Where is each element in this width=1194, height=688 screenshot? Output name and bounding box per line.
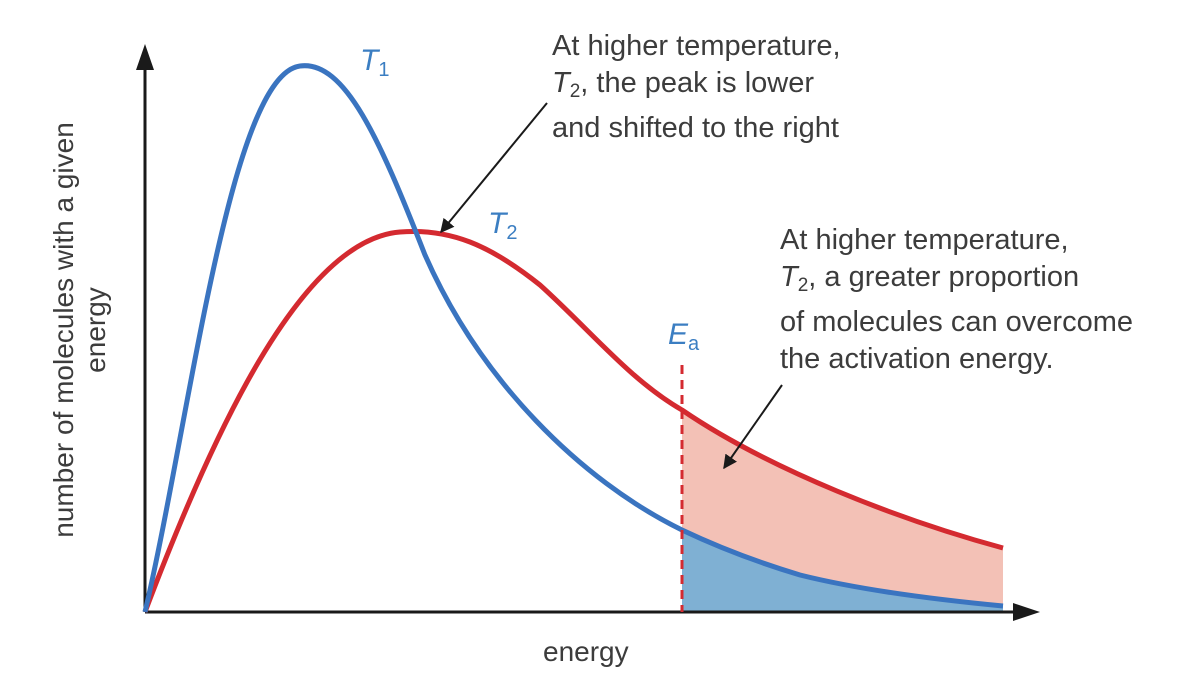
t1-label-sub: 1 <box>378 59 390 81</box>
annotation-peak-sub: 2 <box>569 81 581 102</box>
shaded-region-t1-tail <box>682 530 1003 612</box>
annotation-activation-line3: of molecules can overcome <box>780 306 1133 338</box>
annotation-activation-line1: At higher temperature, <box>780 224 1069 256</box>
annotation-peak-rest: , the peak is lower <box>580 67 815 99</box>
t2-label-main: T <box>488 207 507 240</box>
annotation-arrow-area <box>723 384 783 470</box>
annotation-activation: At higher temperature, T2, a greater pro… <box>780 222 1133 378</box>
annotation-arrow-peak <box>440 102 548 234</box>
t2-label: T2 <box>488 207 517 245</box>
annotation-peak-line1: At higher temperature, <box>552 30 841 62</box>
y-axis-label: number of molecules with a given energy <box>48 122 112 538</box>
annotation-activation-rest: , a greater proportion <box>808 261 1080 293</box>
y-axis-arrowhead <box>136 44 154 70</box>
series-t2-curve <box>142 228 1004 613</box>
annotation-peak-symbol: T <box>552 67 570 99</box>
y-axis-label-line1: number of molecules with a given <box>48 122 79 538</box>
t2-label-sub: 2 <box>506 222 518 244</box>
annotation-peak-shift: At higher temperature, T2, the peak is l… <box>552 28 841 147</box>
ea-label-sub: a <box>688 333 700 355</box>
y-axis-label-line2: energy <box>80 287 111 373</box>
x-axis-label: energy <box>543 636 629 667</box>
annotation-activation-line2: T2, a greater proportion <box>780 259 1133 304</box>
annotation-peak-line2: T2, the peak is lower <box>552 65 841 110</box>
annotation-peak-line3: and shifted to the right <box>552 112 839 144</box>
ea-label: Ea <box>668 318 699 356</box>
t1-label-main: T <box>360 44 379 77</box>
x-axis-arrowhead <box>1013 603 1040 621</box>
annotation-activation-line4: the activation energy. <box>780 343 1054 375</box>
annotation-activation-sub: 2 <box>797 275 809 296</box>
ea-label-main: E <box>668 318 689 351</box>
series-t1-curve <box>142 63 1004 613</box>
annotation-activation-symbol: T <box>780 261 798 293</box>
t1-label: T1 <box>360 44 389 82</box>
